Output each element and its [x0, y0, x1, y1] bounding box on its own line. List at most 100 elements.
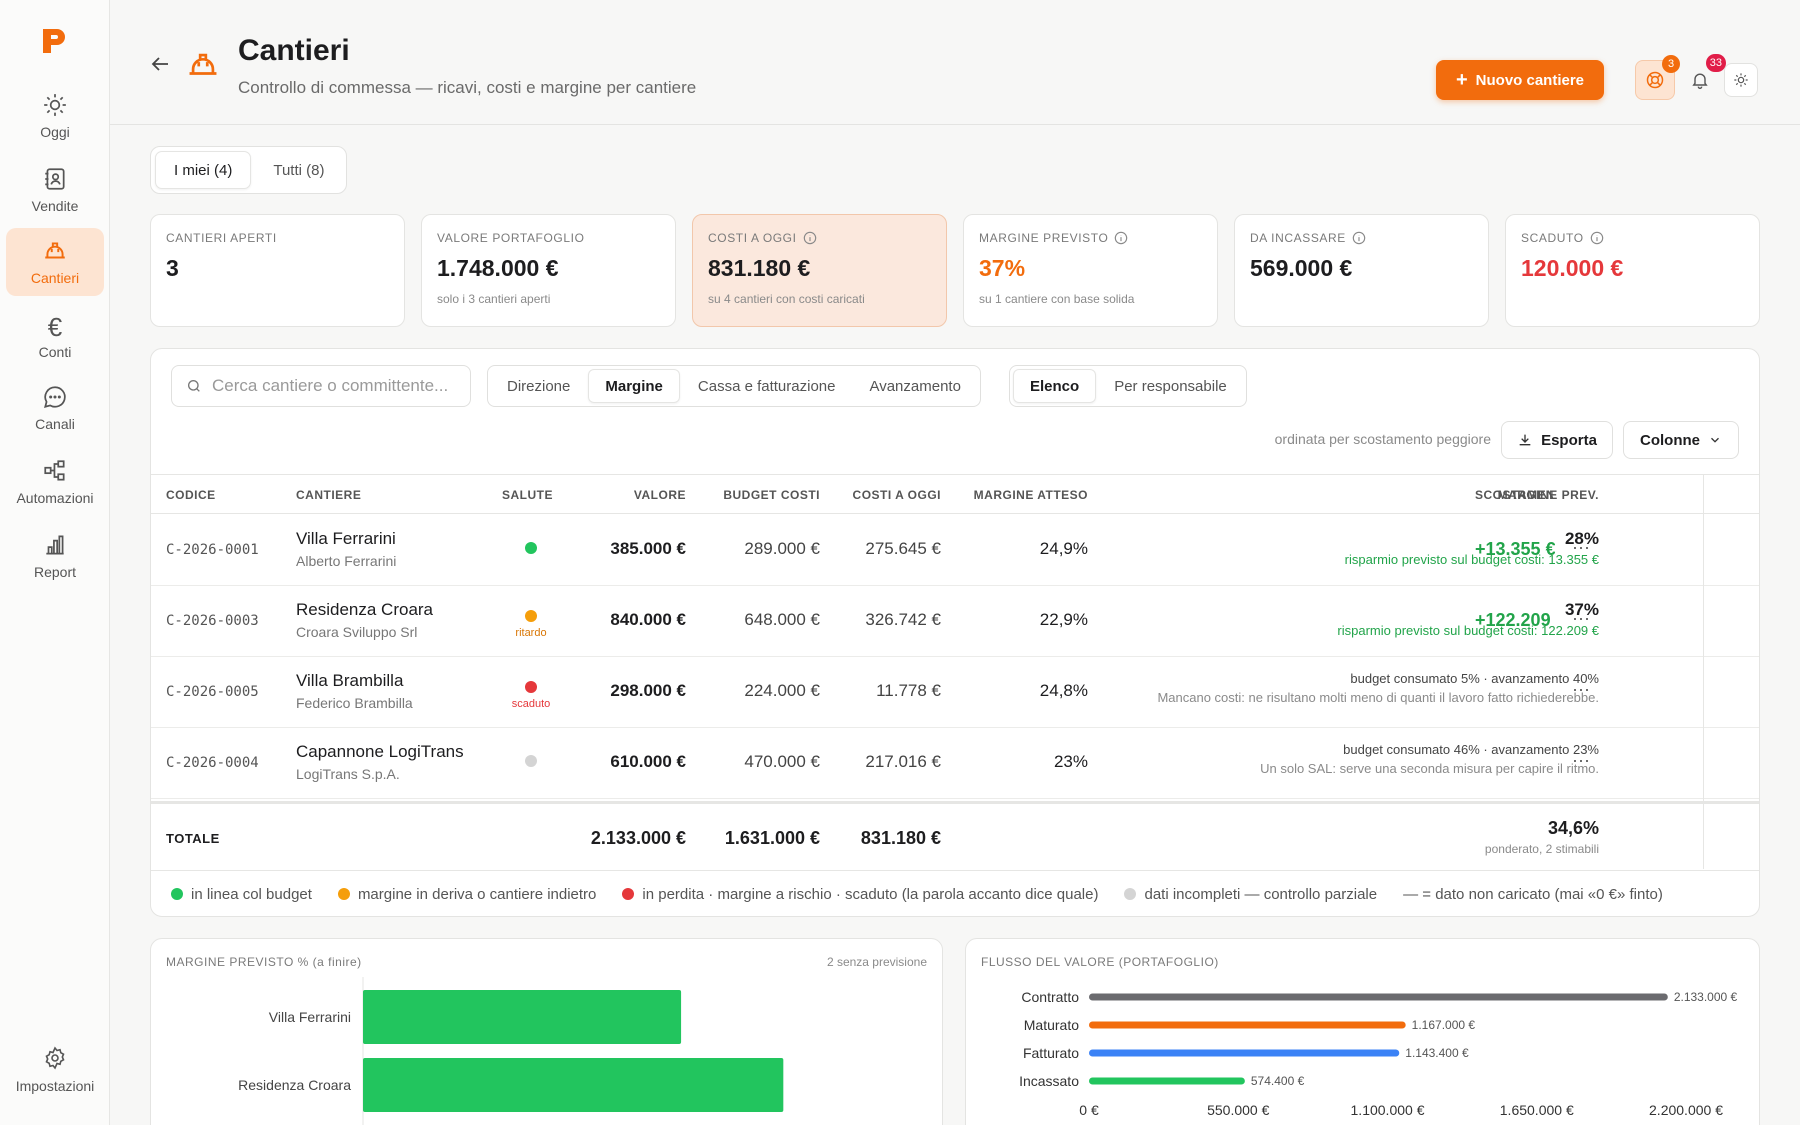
total-budget: 1.631.000 €	[724, 828, 820, 848]
kpi-subtext: su 1 cantiere con base solida	[979, 292, 1135, 306]
sidebar-item-report[interactable]: Report	[6, 522, 104, 590]
chart-bar	[1089, 993, 1668, 1001]
row-margine-prev: 37% risparmio previsto sul budget costi:…	[1337, 600, 1599, 638]
columns-button[interactable]: Colonne	[1623, 421, 1739, 459]
row-more-icon[interactable]: ···	[1572, 750, 1590, 770]
chart-title: FLUSSO DEL VALORE (PORTAFOGLIO)	[981, 955, 1219, 969]
margine-prev-note: risparmio previsto sul budget costi: 13.…	[1344, 552, 1599, 567]
notifications-badge: 33	[1705, 54, 1726, 72]
row-health: scaduto	[501, 673, 561, 710]
legend-item: in linea col budget	[171, 886, 312, 903]
info-icon[interactable]	[1352, 231, 1366, 245]
plus-icon: +	[1455, 69, 1468, 91]
col-codice[interactable]: CODICE	[166, 488, 216, 502]
row-atteso: 23%	[1053, 752, 1088, 771]
back-arrow-icon[interactable]	[148, 52, 172, 76]
sidebar-item-canali[interactable]: Canali	[6, 374, 104, 442]
info-icon[interactable]	[1590, 231, 1604, 245]
health-legend: in linea col budget margine in deriva o …	[151, 871, 1759, 916]
kpi-costi-a-oggi[interactable]: COSTI A OGGI 831.180 € su 4 cantieri con…	[692, 214, 947, 327]
value-flow-chart: Contratto 2.133.000 € Maturato 1.167.000 € F…	[1019, 989, 1737, 1118]
row-margine-prev: budget consumato 5% · avanzamento 40% Ma…	[1157, 671, 1599, 705]
tab-avanzamento[interactable]: Avanzamento	[869, 377, 961, 395]
tab-cassa-fatturazione[interactable]: Cassa e fatturazione	[697, 377, 836, 395]
row-client: Croara Sviluppo Srl	[296, 624, 418, 640]
health-dot	[525, 681, 537, 693]
row-name[interactable]: Capannone LogiTrans	[296, 742, 464, 761]
sidebar-item-impostazioni[interactable]: Impostazioni	[6, 1036, 104, 1104]
legend-text: — = dato non caricato (mai «0 €» finto)	[1403, 885, 1663, 903]
chart-bar	[1089, 1049, 1400, 1057]
table-row[interactable]: C-2026-0001 Villa Ferrarini Alberto Ferr…	[151, 515, 1759, 586]
col-cantiere[interactable]: CANTIERE	[296, 488, 362, 502]
app-logo[interactable]	[40, 26, 70, 56]
chart-category-label: Villa Ferrarini	[269, 1009, 351, 1025]
row-more-icon[interactable]: ···	[1572, 608, 1590, 628]
row-atteso: 24,8%	[1039, 681, 1088, 700]
sidebar-item-label: Canali	[35, 416, 75, 432]
col-valore[interactable]: VALORE	[633, 488, 686, 502]
chevron-down-icon	[1711, 437, 1719, 443]
total-costi: 831.180 €	[860, 828, 941, 848]
health-dot	[525, 542, 537, 554]
tab-margine[interactable]: Margine	[588, 369, 680, 403]
chart-tick-label: 550.000 €	[1207, 1102, 1269, 1118]
sidebar-item-vendite[interactable]: Vendite	[6, 156, 104, 224]
chart-tick-label: 1.650.000 €	[1500, 1102, 1574, 1118]
sidebar-item-conti[interactable]: € Conti	[6, 302, 104, 370]
row-name[interactable]: Villa Ferrarini	[296, 529, 396, 548]
row-more-icon[interactable]: ···	[1572, 537, 1590, 557]
kpi-subtext: solo i 3 cantieri aperti	[437, 292, 551, 306]
info-icon[interactable]	[1114, 231, 1128, 245]
col-costi-a-oggi[interactable]: COSTI A OGGI	[852, 488, 941, 502]
columns-label: Colonne	[1640, 431, 1700, 449]
tab-direzione[interactable]: Direzione	[507, 377, 571, 395]
col-margine-atteso[interactable]: MARGINE ATTESO	[973, 488, 1088, 502]
cantieri-table-panel: Direzione Margine Cassa e fatturazione A…	[150, 348, 1760, 917]
theme-toggle-button[interactable]	[1724, 63, 1758, 97]
sidebar-item-label: Vendite	[31, 198, 79, 214]
row-budget: 289.000 €	[744, 539, 820, 558]
search-input[interactable]	[212, 376, 452, 396]
row-valore: 840.000 €	[610, 610, 686, 629]
sun-icon	[1734, 73, 1748, 87]
table-row[interactable]: C-2026-0003 Residenza Croara Croara Svil…	[151, 586, 1759, 657]
chart-bar	[1089, 1077, 1245, 1085]
sidebar-item-label: Report	[33, 564, 77, 580]
tab-per-responsabile[interactable]: Per responsabile	[1114, 377, 1227, 395]
sidebar-item-automazioni[interactable]: Automazioni	[6, 448, 104, 516]
new-cantiere-button[interactable]: + Nuovo cantiere	[1436, 60, 1604, 100]
row-name[interactable]: Villa Brambilla	[296, 671, 404, 690]
sidebar-item-oggi[interactable]: Oggi	[6, 82, 104, 150]
row-client: Federico Brambilla	[296, 695, 413, 711]
layout-tabs: Elenco Per responsabile	[1009, 365, 1247, 407]
table-row[interactable]: C-2026-0005 Villa Brambilla Federico Bra…	[151, 657, 1759, 728]
notifications-button[interactable]: 33	[1680, 54, 1726, 100]
col-margine-prev[interactable]: MARGINE PREV.	[1497, 488, 1599, 502]
row-more-icon[interactable]: ···	[1572, 679, 1590, 699]
row-costi: 217.016 €	[865, 752, 941, 771]
export-button[interactable]: Esporta	[1501, 421, 1613, 459]
kpi-valore-portafoglio: VALORE PORTAFOGLIO 1.748.000 € solo i 3 …	[421, 214, 676, 327]
row-health	[501, 531, 561, 558]
support-button[interactable]: 3	[1635, 55, 1680, 100]
row-name[interactable]: Residenza Croara	[296, 600, 434, 619]
col-budget-costi[interactable]: BUDGET COSTI	[723, 488, 820, 502]
sun-icon	[6, 92, 104, 122]
row-budget: 224.000 €	[744, 681, 820, 700]
tab-elenco[interactable]: Elenco	[1013, 369, 1097, 403]
row-costi: 326.742 €	[865, 610, 941, 629]
tab-miei[interactable]: I miei (4)	[155, 151, 252, 189]
kpi-label: COSTI A OGGI	[708, 231, 797, 245]
tab-tutti[interactable]: Tutti (8)	[273, 161, 325, 179]
col-scostamento[interactable]: SCOSTAMENTO	[1475, 488, 1553, 502]
row-atteso: 24,9%	[1039, 539, 1088, 558]
margine-prev-value: 28%	[1564, 529, 1599, 548]
table-row[interactable]: C-2026-0004 Capannone LogiTrans LogiTran…	[151, 728, 1759, 799]
legend-dot	[337, 888, 350, 900]
row-budget: 648.000 €	[744, 610, 820, 629]
sidebar-item-cantieri[interactable]: Cantieri	[6, 228, 104, 296]
margine-prev-warning: Mancano costi: ne risultano molti meno d…	[1157, 690, 1599, 705]
col-salute[interactable]: SALUTE	[502, 488, 553, 502]
info-icon[interactable]	[803, 231, 817, 245]
